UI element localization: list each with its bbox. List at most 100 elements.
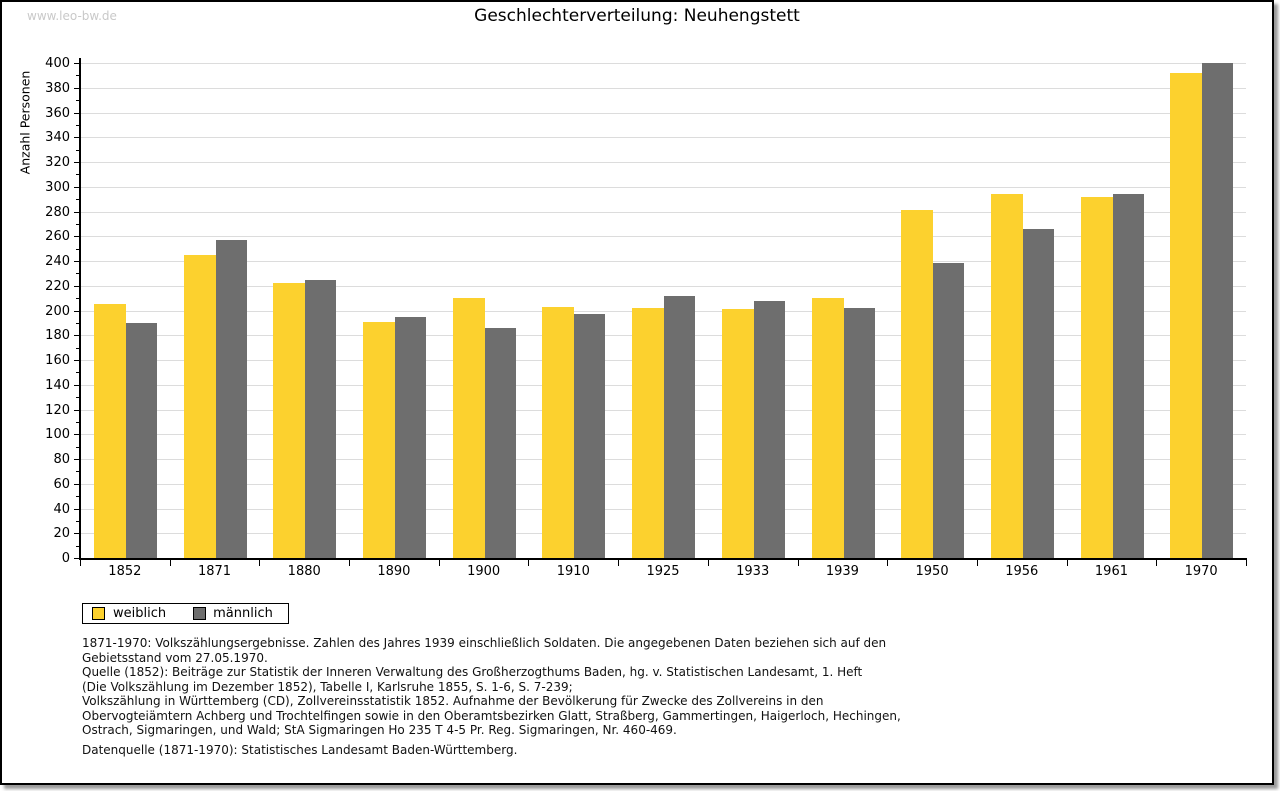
y-axis-minor-tick: [76, 248, 80, 250]
bar-weiblich-1939: [812, 298, 844, 558]
y-axis-major-tick: [74, 335, 80, 337]
y-axis-tick-label: 60: [53, 476, 70, 492]
bar-maennlich-1890: [395, 316, 426, 558]
x-axis-tick-label: 1956: [1005, 564, 1039, 579]
y-axis-tick-label: 240: [45, 254, 70, 269]
gridline: [81, 236, 1246, 238]
y-axis-tick-label: 120: [45, 402, 70, 418]
legend-label-weiblich: weiblich: [113, 606, 167, 621]
y-axis-major-tick: [74, 459, 80, 460]
y-axis-tick-label: 200: [45, 303, 70, 319]
x-axis-tick: [887, 560, 888, 566]
y-axis-minor-tick: [76, 421, 80, 423]
y-axis-minor-tick: [76, 174, 80, 176]
gridline: [81, 112, 1246, 114]
y-axis-tick-label: 260: [45, 229, 70, 245]
plot-area: 0 20 40 60 80 100 120 140 160 180 200 220 240 260 280 3…: [2, 2, 1276, 602]
y-axis-major-tick: [74, 558, 80, 559]
legend: weiblich männlich: [82, 603, 289, 624]
y-axis-major-tick: [74, 236, 80, 238]
x-axis-tick-label: 1871: [197, 564, 232, 579]
x-axis-tick-label: 1900: [467, 564, 501, 579]
y-axis-tick-label: 380: [45, 80, 70, 96]
watermark: www.leo-bw.de: [27, 9, 117, 23]
x-axis-tick: [170, 560, 171, 566]
y-axis-minor-tick: [76, 199, 80, 201]
gridline: [81, 137, 1246, 139]
bar-weiblich-1900: [453, 298, 485, 558]
y-axis-major-tick: [74, 310, 80, 312]
x-axis-tick: [439, 560, 440, 566]
y-axis-major-tick: [74, 384, 80, 386]
y-axis-tick-label: 220: [45, 278, 70, 294]
y-axis-tick-label: 280: [45, 204, 70, 220]
bar-maennlich-1939: [844, 308, 875, 558]
y-axis-minor-tick: [76, 75, 80, 77]
y-axis-minor-tick: [76, 446, 80, 448]
y-axis-tick-label: 20: [53, 526, 70, 542]
bar-maennlich-1970: [1202, 63, 1233, 558]
bar-weiblich-1880: [273, 283, 305, 558]
datasource-line: Datenquelle (1871-1970): Statistisches L…: [82, 743, 518, 757]
bar-weiblich-1961: [1081, 196, 1113, 558]
bar-weiblich-1933: [722, 309, 754, 558]
y-axis-minor-tick: [76, 372, 80, 374]
x-axis-line: [79, 558, 1247, 560]
x-axis-tick: [798, 560, 799, 566]
gridline: [81, 87, 1246, 89]
x-axis-tick: [1156, 560, 1157, 566]
footnote-line: Quelle (1852): Beiträge zur Statistik de…: [82, 665, 863, 679]
bar-maennlich-1871: [216, 239, 247, 558]
y-axis-minor-tick: [76, 149, 80, 151]
x-axis-tick: [1067, 560, 1068, 566]
y-axis-major-tick: [74, 137, 80, 139]
x-axis-tick-label: 1970: [1184, 564, 1218, 579]
y-axis-minor-tick: [76, 545, 80, 547]
footnote-line: Volkszählung in Württemberg (CD), Zollve…: [82, 694, 824, 708]
footnote-line: 1871-1970: Volkszählungsergebnisse. Zahl…: [82, 636, 887, 650]
gridline: [81, 261, 1246, 262]
y-axis-major-tick: [74, 63, 80, 64]
x-axis-tick: [618, 560, 619, 566]
y-axis-minor-tick: [76, 322, 80, 324]
x-axis-tick: [977, 560, 978, 566]
y-axis-major-tick: [74, 211, 80, 213]
chart-title: Geschlechterverteilung: Neuhengstett: [474, 6, 800, 26]
x-axis-tick-label: 1939: [825, 564, 859, 579]
x-axis-tick: [708, 560, 709, 566]
footnote-line: (Die Volkszählung im Dezember 1852), Tab…: [82, 679, 573, 694]
y-axis-major-tick: [74, 112, 80, 114]
y-axis-tick-label: 340: [45, 130, 70, 146]
y-axis-minor-tick: [76, 471, 80, 473]
bar-maennlich-1925: [664, 295, 695, 558]
x-axis-tick-label: 1852: [108, 564, 142, 579]
x-axis-tick-label: 1910: [556, 564, 590, 579]
bar-weiblich-1852: [94, 304, 126, 558]
x-axis-tick: [259, 560, 260, 566]
y-axis-minor-tick: [76, 273, 80, 275]
y-axis-tick-label: 360: [45, 105, 70, 121]
x-axis-tick: [528, 560, 529, 566]
bar-maennlich-1880: [305, 279, 336, 558]
y-axis-tick-label: 300: [45, 179, 70, 195]
y-axis-major-tick: [74, 186, 80, 188]
y-axis-tick-label: 40: [53, 501, 70, 517]
y-axis-major-tick: [74, 261, 80, 262]
legend-swatch-weiblich: [92, 607, 105, 620]
y-axis-tick-label: 400: [45, 56, 70, 71]
y-axis-minor-tick: [76, 520, 80, 522]
gridline: [81, 211, 1246, 213]
gridline: [81, 285, 1246, 287]
footnote-line: Obervogteiämtern Achberg und Trochtelfin…: [82, 708, 901, 723]
footnote-line: Gebietsstand vom 27.05.1970.: [82, 650, 268, 665]
bar-maennlich-1933: [754, 300, 785, 558]
legend-label-maennlich: männlich: [213, 606, 273, 621]
y-axis-major-tick: [74, 434, 80, 436]
y-axis-minor-tick: [76, 347, 80, 349]
bar-weiblich-1950: [901, 210, 933, 558]
bar-weiblich-1956: [991, 194, 1023, 558]
y-axis-tick-label: 80: [53, 452, 70, 467]
bar-maennlich-1950: [933, 263, 964, 558]
bar-weiblich-1925: [632, 308, 664, 558]
x-axis-tick-label: 1950: [915, 564, 949, 579]
